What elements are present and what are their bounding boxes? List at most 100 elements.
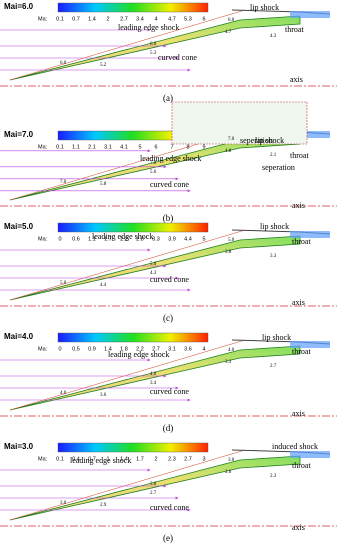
contour-label: 2.7 xyxy=(270,364,277,369)
colorbar-tick: 6 xyxy=(154,144,157,150)
throat-flow xyxy=(290,131,330,138)
contour-label: 7.0 xyxy=(60,180,67,185)
contour-label: 5.0 xyxy=(60,281,67,286)
colorbar-tick: 3.1 xyxy=(104,144,112,150)
colorbar-tick: 5 xyxy=(138,144,141,150)
contour-label: 5.6 xyxy=(150,170,157,175)
colorbar-tick: 1.8 xyxy=(120,346,128,352)
colorbar-label: Ma: xyxy=(38,236,48,242)
contour-label: 2.6 xyxy=(225,470,232,475)
colorbar-label: Ma: xyxy=(38,16,48,22)
panel: Mai=4.0 Ma: 0 0.5 0.9 1.4 1.8 2.2 2.7 3.1 3.6 4 lead… xyxy=(0,332,337,433)
contour-label: 2.1 xyxy=(270,153,277,158)
colorbar-tick: 0 xyxy=(58,346,61,352)
contour-label: 4.7 xyxy=(225,30,232,35)
contour-label: 3.6 xyxy=(100,393,107,398)
contour-label: 7.0 xyxy=(228,137,235,142)
colorbar-tick: 0.6 xyxy=(72,236,80,242)
contour-label: 5.0 xyxy=(150,262,157,267)
throat-flow xyxy=(290,231,330,238)
annotation: lip shock xyxy=(262,333,291,342)
colorbar-tick: 0.9 xyxy=(88,346,96,352)
annotation: lip shock xyxy=(260,222,289,231)
colorbar-tick: 2.7 xyxy=(152,346,160,352)
contour-label: 6.0 xyxy=(150,42,157,47)
annotation: axis xyxy=(292,409,305,418)
colorbar-tick: 1.7 xyxy=(104,236,112,242)
colorbar xyxy=(57,2,209,13)
contour-label: 7.0 xyxy=(150,161,157,166)
colorbar-tick: 5 xyxy=(202,236,205,242)
contour-label: 4.3 xyxy=(150,271,157,276)
contour-label: 2.3 xyxy=(270,474,277,479)
caption: (b) xyxy=(163,213,174,223)
colorbar-tick: 4 xyxy=(154,16,157,22)
colorbar-tick: 2.8 xyxy=(136,236,144,242)
inset xyxy=(171,101,308,145)
colorbar-tick: 2.2 xyxy=(120,236,128,242)
colorbar-tick: 3.4 xyxy=(136,16,144,22)
contour-label: 5.2 xyxy=(100,63,107,68)
colorbar-tick: 0.7 xyxy=(88,456,96,462)
caption: (c) xyxy=(163,313,173,323)
annotation: lip shock xyxy=(250,3,279,12)
cone xyxy=(9,15,301,81)
colorbar-tick: 2.2 xyxy=(136,346,144,352)
panel: Mai=5.0 Ma: 0 0.6 1.1 1.7 2.2 2.8 3.3 3.9 4.4 5 lead… xyxy=(0,222,337,323)
leading-edge-shock xyxy=(9,339,246,411)
annotation: seperation xyxy=(262,163,295,172)
caption: (d) xyxy=(163,423,174,433)
annotation: throat xyxy=(290,151,309,160)
annotation: axis xyxy=(292,523,305,532)
annotation: lip shock xyxy=(255,136,284,145)
contour-label: 4.4 xyxy=(100,283,107,288)
colorbar-tick: 2 xyxy=(154,456,157,462)
colorbar-label: Ma: xyxy=(38,144,48,150)
annotation: curved cone xyxy=(150,387,189,396)
contour-label: 3.4 xyxy=(150,381,157,386)
throat-flow xyxy=(290,341,330,348)
caption: (a) xyxy=(163,93,173,103)
colorbar-tick: 6 xyxy=(202,16,205,22)
contour-label: 3.3 xyxy=(270,254,277,259)
colorbar-tick: 1.4 xyxy=(120,456,128,462)
colorbar-tick: 5.3 xyxy=(184,16,192,22)
throat-flow xyxy=(290,11,330,18)
colorbar-tick: 2.7 xyxy=(120,16,128,22)
annotation: curved cone xyxy=(158,53,197,62)
colorbar-tick: 0.5 xyxy=(72,346,80,352)
contour-label: 3.8 xyxy=(225,250,232,255)
colorbar-tick: 3.9 xyxy=(168,236,176,242)
colorbar-tick: 4.7 xyxy=(168,16,176,22)
colorbar-tick: 3 xyxy=(202,456,205,462)
panel: Mai=6.0 Ma: 0.1 0.7 1.4 2 2.7 3.4 4 4.7 5.3 6 leadin… xyxy=(0,2,337,103)
colorbar-tick: 4 xyxy=(202,346,205,352)
colorbar xyxy=(57,222,209,233)
colorbar-tick: 3.1 xyxy=(168,346,176,352)
colorbar-tick: 1.7 xyxy=(136,456,144,462)
contour-label: 2.7 xyxy=(150,491,157,496)
colorbar-tick: 0.1 xyxy=(56,16,64,22)
colorbar-tick: 0 xyxy=(58,236,61,242)
contour-label: 3.0 xyxy=(60,501,67,506)
colorbar-tick: 1.4 xyxy=(88,16,96,22)
colorbar-tick: 3.3 xyxy=(152,236,160,242)
colorbar-tick: 2.1 xyxy=(88,144,96,150)
annotation: leading edge shock xyxy=(92,232,153,241)
colorbar-label: Ma: xyxy=(38,456,48,462)
contour-label: 4.0 xyxy=(60,391,67,396)
annotation: induced shock xyxy=(272,442,318,451)
colorbar-tick: 4.4 xyxy=(184,236,192,242)
annotation: leading edge shock xyxy=(70,456,131,465)
colorbar xyxy=(57,442,209,453)
contour-label: 4.8 xyxy=(225,149,232,154)
colorbar-tick: 0.7 xyxy=(72,16,80,22)
annotation: throat xyxy=(292,347,311,356)
colorbar-tick: 2.3 xyxy=(168,456,176,462)
annotation: axis xyxy=(292,298,305,307)
annotation: curved cone xyxy=(150,275,189,284)
panel-title: Mai=4.0 xyxy=(4,332,34,341)
annotation: throat xyxy=(292,461,311,470)
colorbar-label: Ma: xyxy=(38,346,48,352)
contour-label: 5.0 xyxy=(228,238,235,243)
